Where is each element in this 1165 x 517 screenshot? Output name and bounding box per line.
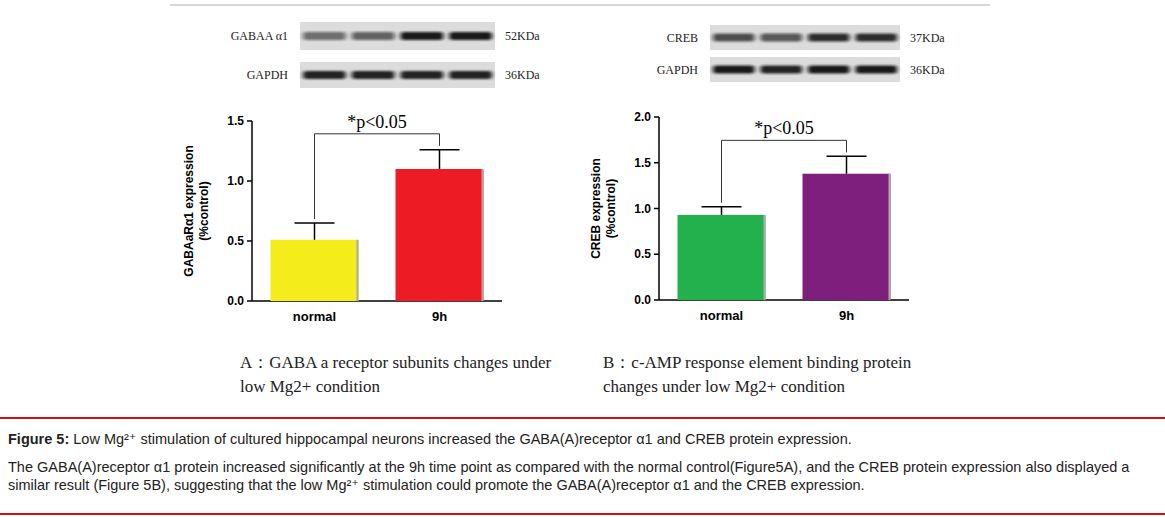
blot-membrane bbox=[710, 57, 900, 82]
error-bar bbox=[702, 207, 742, 215]
blot-membrane bbox=[710, 25, 900, 50]
blot-label: GAPDH bbox=[657, 63, 699, 77]
y-tick-label: 1.5 bbox=[227, 114, 244, 128]
blot-band bbox=[303, 32, 346, 40]
blot-band bbox=[401, 71, 444, 79]
blot-band bbox=[449, 32, 492, 40]
error-stem bbox=[439, 150, 441, 169]
marks bbox=[271, 150, 484, 301]
x-tick-label: 9h bbox=[839, 308, 854, 323]
y-axis-label: GABAaRα1 expression(%control) bbox=[182, 145, 211, 276]
caption-text: The GABA(A)receptor α1 protein increased… bbox=[8, 458, 1158, 494]
error-cap bbox=[420, 149, 460, 151]
y-tick bbox=[247, 120, 252, 122]
caption-title: Low Mg²⁺ stimulation of cultured hippoca… bbox=[69, 431, 852, 447]
blot-band bbox=[713, 34, 755, 42]
marks bbox=[678, 156, 891, 300]
bar bbox=[396, 169, 484, 301]
error-stem bbox=[721, 207, 723, 215]
error-bar bbox=[827, 156, 867, 173]
y-axis-label: CREB expression(%control) bbox=[589, 158, 618, 259]
blot-size: 52KDa bbox=[505, 29, 540, 43]
caption-rule bbox=[0, 513, 1165, 515]
blot-membrane bbox=[300, 22, 495, 50]
y-tick-label: 0.0 bbox=[634, 293, 651, 307]
y-tick-label: 0.5 bbox=[634, 247, 651, 261]
blot-label: GABAA α1 bbox=[231, 29, 288, 43]
blot-size: 37KDa bbox=[910, 31, 945, 45]
x-tick-label: normal bbox=[293, 309, 336, 324]
y-axis-label-line: GABAaRα1 expression bbox=[182, 145, 196, 276]
blot-membrane bbox=[300, 62, 495, 88]
blot-size: 36KDa bbox=[910, 63, 945, 77]
error-cap bbox=[295, 222, 335, 224]
figure-caption: Figure 5: Low Mg²⁺ stimulation of cultur… bbox=[8, 430, 1158, 494]
x-tick-label: normal bbox=[700, 308, 743, 323]
y-tick bbox=[654, 162, 659, 164]
error-cap bbox=[827, 156, 867, 158]
panel-caption: B：c-AMP response element binding protein… bbox=[603, 353, 912, 396]
bar-edge bbox=[482, 169, 484, 301]
bar-edge bbox=[764, 215, 766, 300]
y-tick bbox=[654, 299, 659, 301]
caption-rule bbox=[0, 417, 1165, 419]
blot-band bbox=[352, 32, 395, 40]
error-bar bbox=[295, 223, 335, 240]
panel-caption-line: low Mg2+ condition bbox=[240, 377, 380, 396]
blot-band bbox=[856, 66, 898, 74]
y-axis-label-line: CREB expression bbox=[589, 158, 603, 259]
blot-band bbox=[713, 66, 755, 74]
significance-bracket bbox=[722, 140, 847, 202]
y-tick-label: 0.5 bbox=[227, 234, 244, 248]
bar bbox=[803, 174, 891, 300]
y-tick bbox=[654, 208, 659, 210]
significance-bracket bbox=[315, 134, 440, 219]
y-tick-label: 1.5 bbox=[634, 156, 651, 170]
blot-band bbox=[856, 34, 898, 42]
y-tick-label: 0.0 bbox=[227, 294, 244, 308]
panel-caption-line: A：GABA a receptor subunits changes under bbox=[240, 353, 551, 372]
significance-label: *p<0.05 bbox=[347, 112, 407, 132]
y-tick bbox=[654, 254, 659, 256]
y-tick bbox=[654, 116, 659, 118]
y-tick-label: 1.0 bbox=[227, 174, 244, 188]
blot-band bbox=[401, 32, 444, 40]
error-stem bbox=[846, 156, 848, 173]
error-bar bbox=[420, 150, 460, 169]
bar-edge bbox=[889, 174, 891, 300]
y-axis bbox=[251, 121, 253, 301]
top-rule bbox=[170, 5, 990, 6]
blot-size: 36KDa bbox=[505, 68, 540, 82]
panel-caption-line: B：c-AMP response element binding protein bbox=[603, 353, 912, 372]
blot-label: CREB bbox=[667, 31, 698, 45]
blot-band bbox=[761, 34, 803, 42]
y-tick bbox=[247, 240, 252, 242]
y-axis-label-line: (%control) bbox=[197, 181, 211, 240]
panel: GABAA α1 52KDa GAPDH 36KDa 0.0 0.5 1.0 1.5 GABAa… bbox=[182, 22, 551, 396]
x-tick-label: 9h bbox=[432, 309, 447, 324]
blot-band bbox=[303, 71, 346, 79]
bar-edge bbox=[357, 240, 359, 301]
blot-band bbox=[761, 66, 803, 74]
caption-label: Figure 5: bbox=[8, 431, 69, 447]
bar bbox=[271, 240, 359, 301]
y-axis-label-line: (%control) bbox=[604, 179, 618, 238]
y-tick bbox=[247, 300, 252, 302]
error-stem bbox=[314, 223, 316, 240]
y-tick-label: 1.0 bbox=[634, 202, 651, 216]
significance-label: *p<0.05 bbox=[754, 118, 814, 138]
panel: CREB 37KDa GAPDH 36KDa 0.0 0.5 1.0 1.5 2.0 CREB e… bbox=[589, 25, 945, 396]
blot-band bbox=[352, 71, 395, 79]
error-cap bbox=[702, 206, 742, 208]
panel-caption-line: changes under low Mg2+ condition bbox=[603, 377, 845, 396]
bar bbox=[678, 215, 766, 300]
blot-band bbox=[808, 66, 850, 74]
panel-caption: A：GABA a receptor subunits changes under… bbox=[240, 353, 551, 396]
y-tick-label: 2.0 bbox=[634, 110, 651, 124]
blot-band bbox=[449, 71, 492, 79]
y-tick bbox=[247, 180, 252, 182]
blot-band bbox=[808, 34, 850, 42]
caption-title-line: Figure 5: Low Mg²⁺ stimulation of cultur… bbox=[8, 430, 1158, 448]
blot-label: GAPDH bbox=[247, 68, 289, 82]
